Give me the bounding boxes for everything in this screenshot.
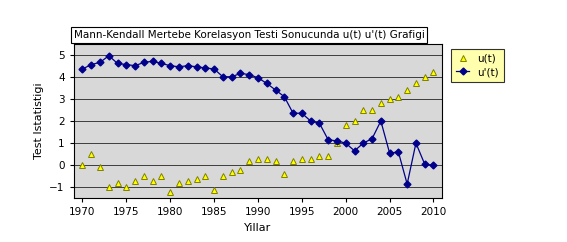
u(t): [421, 75, 428, 78]
Line: u'(t): u'(t): [80, 53, 436, 187]
u'(t): [105, 54, 112, 57]
u'(t): [421, 163, 428, 166]
u'(t): [193, 65, 200, 68]
u'(t): [219, 75, 226, 78]
u(t): [351, 120, 358, 122]
u(t): [255, 157, 261, 160]
u'(t): [123, 63, 130, 66]
u'(t): [202, 67, 209, 69]
u(t): [211, 188, 218, 191]
u(t): [193, 177, 200, 180]
u(t): [158, 175, 165, 178]
u(t): [237, 168, 244, 171]
u'(t): [386, 152, 393, 155]
u'(t): [167, 64, 174, 67]
u'(t): [360, 142, 367, 144]
u(t): [88, 153, 95, 156]
u(t): [229, 170, 235, 173]
u(t): [378, 102, 384, 105]
u(t): [290, 159, 297, 162]
Y-axis label: Test Istatistigi: Test Istatistigi: [34, 83, 44, 159]
u(t): [184, 179, 191, 182]
u'(t): [229, 75, 235, 78]
u'(t): [413, 142, 420, 144]
u(t): [149, 179, 156, 182]
u(t): [360, 108, 367, 111]
u'(t): [149, 60, 156, 63]
u(t): [369, 108, 375, 111]
u'(t): [176, 65, 183, 68]
u(t): [430, 71, 437, 74]
u(t): [263, 157, 270, 160]
u'(t): [211, 68, 218, 70]
u(t): [132, 179, 138, 182]
u'(t): [141, 61, 147, 64]
u'(t): [132, 64, 138, 67]
u(t): [298, 157, 305, 160]
u'(t): [369, 137, 375, 140]
u'(t): [342, 142, 349, 144]
u(t): [316, 155, 323, 158]
Legend: u(t), u'(t): u(t), u'(t): [451, 49, 504, 82]
u'(t): [96, 61, 103, 64]
u'(t): [351, 149, 358, 152]
u(t): [123, 186, 130, 189]
u(t): [325, 155, 332, 158]
u'(t): [378, 120, 384, 122]
u'(t): [290, 112, 297, 115]
u'(t): [88, 63, 95, 66]
u'(t): [325, 138, 332, 141]
u(t): [105, 186, 112, 189]
u'(t): [333, 139, 340, 142]
u(t): [307, 157, 314, 160]
u'(t): [316, 122, 323, 125]
u'(t): [246, 73, 253, 76]
u'(t): [255, 76, 261, 79]
u(t): [219, 175, 226, 178]
u(t): [404, 89, 411, 91]
u'(t): [395, 151, 402, 153]
u'(t): [404, 183, 411, 186]
u'(t): [272, 89, 279, 91]
u(t): [176, 182, 183, 184]
u'(t): [114, 62, 121, 65]
u(t): [281, 173, 287, 175]
X-axis label: Yillar: Yillar: [244, 223, 272, 233]
Text: Mann-Kendall Mertebe Korelasyon Testi Sonucunda u(t) u'(t) Grafigi: Mann-Kendall Mertebe Korelasyon Testi So…: [74, 30, 425, 40]
u'(t): [263, 82, 270, 85]
u(t): [202, 175, 209, 178]
u(t): [246, 159, 253, 162]
u'(t): [298, 112, 305, 115]
u'(t): [184, 64, 191, 67]
Line: u(t): u(t): [79, 69, 437, 195]
u(t): [386, 98, 393, 100]
u'(t): [430, 164, 437, 167]
u'(t): [79, 68, 86, 70]
u'(t): [237, 72, 244, 75]
u(t): [395, 95, 402, 98]
u(t): [79, 164, 86, 167]
u'(t): [281, 95, 287, 98]
u(t): [413, 82, 420, 85]
u(t): [333, 142, 340, 144]
u(t): [96, 166, 103, 169]
u(t): [141, 175, 147, 178]
u'(t): [307, 120, 314, 122]
u(t): [272, 159, 279, 162]
u'(t): [158, 62, 165, 65]
u(t): [342, 124, 349, 127]
u(t): [167, 190, 174, 193]
u(t): [114, 182, 121, 184]
